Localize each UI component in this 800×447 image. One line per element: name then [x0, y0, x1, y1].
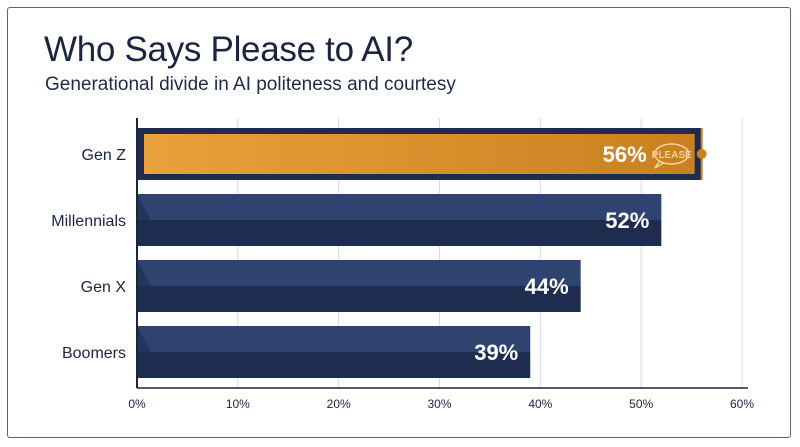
- bar-gen-x: [137, 260, 581, 312]
- bar-value-label: 56%: [603, 142, 647, 167]
- bar-end-dot: [696, 149, 707, 159]
- bar-millennials: [137, 194, 662, 246]
- x-tick-label: 50%: [629, 397, 653, 411]
- bar-gen-z: [144, 134, 695, 174]
- bar-value-label: 44%: [525, 274, 569, 299]
- bar-bevel: [137, 194, 151, 246]
- category-label: Millennials: [51, 213, 126, 230]
- chart-title: Who Says Please to AI?: [44, 30, 413, 69]
- category-label: Gen Z: [82, 147, 127, 164]
- bar-value-label: 39%: [474, 340, 518, 365]
- please-badge-text: PLEASE: [652, 150, 692, 161]
- bar-value-label: 52%: [605, 208, 649, 233]
- category-label: Gen X: [81, 279, 127, 296]
- bar-bevel: [137, 260, 151, 312]
- category-label: Boomers: [62, 345, 126, 362]
- x-tick-label: 20%: [327, 397, 351, 411]
- please-badge-tail: [654, 160, 665, 169]
- x-tick-label: 40%: [528, 397, 552, 411]
- x-tick-label: 0%: [128, 397, 146, 411]
- chart-subtitle: Generational divide in AI politeness and…: [45, 74, 456, 95]
- bar-boomers: [137, 326, 531, 378]
- please-badge-icon: [653, 143, 690, 165]
- bar-bevel: [137, 326, 151, 378]
- x-tick-label: 10%: [226, 397, 250, 411]
- x-tick-label: 60%: [730, 397, 754, 411]
- x-tick-label: 30%: [427, 397, 451, 411]
